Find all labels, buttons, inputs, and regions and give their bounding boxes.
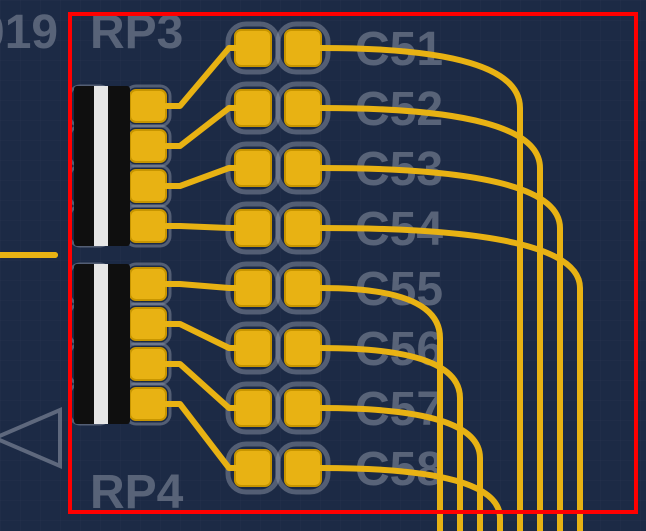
pcb-svg: C51C52C53C54C55C56C57C58019RP3RP4 — [0, 0, 646, 531]
silk-arrow — [0, 410, 60, 466]
trace-end — [52, 252, 58, 258]
rp4-pack — [70, 264, 170, 424]
rp-stripe — [94, 86, 108, 246]
copper-trace — [166, 226, 253, 228]
rp-pad[interactable] — [130, 268, 166, 300]
rp-pad[interactable] — [130, 308, 166, 340]
silk-edge-text: 019 — [0, 6, 58, 59]
rp-pad[interactable] — [130, 90, 166, 122]
rp-pad[interactable] — [130, 130, 166, 162]
rp-pad[interactable] — [130, 348, 166, 380]
rp-stripe — [94, 264, 108, 424]
capacitor-column: C51C52C53C54C55C56C57C58 — [228, 23, 443, 496]
pcb-canvas[interactable]: C51C52C53C54C55C56C57C58019RP3RP4 — [0, 0, 646, 531]
rp3-pack — [70, 86, 170, 246]
rp-pad[interactable] — [130, 388, 166, 420]
rp-pad[interactable] — [130, 210, 166, 242]
rp-pad[interactable] — [130, 170, 166, 202]
